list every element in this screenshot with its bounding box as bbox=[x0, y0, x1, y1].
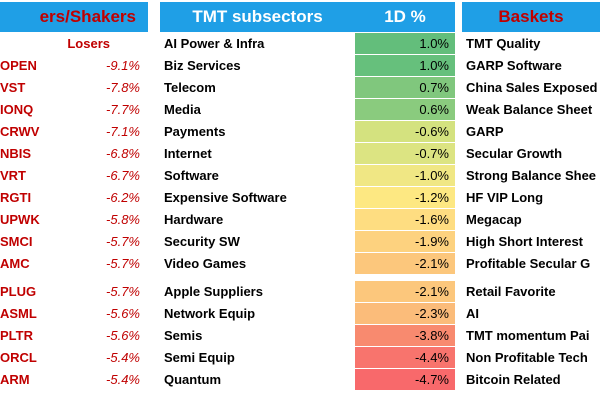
ticker: ORCL bbox=[0, 350, 37, 365]
subsector-change: -4.4% bbox=[355, 347, 455, 369]
ticker: ASML bbox=[0, 306, 37, 321]
change: -7.7% bbox=[106, 102, 140, 117]
subsector-change: 0.7% bbox=[355, 77, 455, 99]
change: -5.6% bbox=[106, 306, 140, 321]
subsector-change: 1.0% bbox=[355, 33, 455, 55]
subsector-name: Payments bbox=[164, 124, 226, 139]
change: -6.2% bbox=[106, 190, 140, 205]
ticker: AMC bbox=[0, 256, 30, 271]
ticker: OPEN bbox=[0, 58, 37, 73]
subsector-change: 0.6% bbox=[355, 99, 455, 121]
subsector-name: Semis bbox=[164, 328, 203, 343]
basket-name: HF VIP Long bbox=[466, 190, 544, 205]
subsector-name: Telecom bbox=[164, 80, 216, 95]
losers-label: Losers bbox=[67, 36, 110, 51]
basket-name: Megacap bbox=[466, 212, 522, 227]
subsector-change: -2.1% bbox=[355, 281, 455, 303]
basket-name: Weak Balance Sheet bbox=[466, 102, 593, 117]
ticker: UPWK bbox=[0, 212, 40, 227]
ticker: VRT bbox=[0, 168, 26, 183]
basket-name: Secular Growth bbox=[466, 146, 563, 161]
change: -5.6% bbox=[106, 328, 140, 343]
subsector-change: -1.0% bbox=[355, 165, 455, 187]
subsector-name: Biz Services bbox=[164, 58, 241, 73]
ticker: CRWV bbox=[0, 124, 40, 139]
subsector-name: Quantum bbox=[164, 372, 222, 387]
basket-name: GARP bbox=[466, 124, 504, 139]
change: -5.8% bbox=[106, 212, 140, 227]
ticker: VST bbox=[0, 80, 26, 95]
subsectors-title: TMT subsectors bbox=[160, 2, 355, 32]
basket-name: Retail Favorite bbox=[466, 284, 556, 299]
ticker: NBIS bbox=[0, 146, 32, 161]
subsector-change: 1.0% bbox=[355, 55, 455, 77]
change: -9.1% bbox=[106, 58, 140, 73]
change: -5.7% bbox=[106, 256, 140, 271]
basket-name: China Sales Exposed bbox=[466, 80, 598, 95]
basket-name: AI bbox=[466, 306, 479, 321]
subsector-change: -1.6% bbox=[355, 209, 455, 231]
subsector-change: -4.7% bbox=[355, 369, 455, 391]
change: -5.4% bbox=[106, 372, 140, 387]
ticker: SMCI bbox=[0, 234, 33, 249]
subsector-name: Software bbox=[164, 168, 219, 183]
change: -7.1% bbox=[106, 124, 140, 139]
subsector-name: Network Equip bbox=[164, 306, 256, 321]
ticker: ARM bbox=[0, 372, 30, 387]
subsector-name: Security SW bbox=[164, 234, 240, 249]
subsector-name: Apple Suppliers bbox=[164, 284, 263, 299]
subsector-name: AI Power & Infra bbox=[164, 36, 265, 51]
change: -6.8% bbox=[106, 146, 140, 161]
ticker: RGTI bbox=[0, 190, 32, 205]
ticker: PLUG bbox=[0, 284, 37, 299]
basket-name: TMT momentum Pai bbox=[466, 328, 590, 343]
subsector-name: Media bbox=[164, 102, 201, 117]
subsector-name: Expensive Software bbox=[164, 190, 287, 205]
change: -7.8% bbox=[106, 80, 140, 95]
subsector-name: Internet bbox=[164, 146, 212, 161]
subsector-change: -2.3% bbox=[355, 303, 455, 325]
basket-name: Bitcoin Related bbox=[466, 372, 561, 387]
subsector-change: -1.2% bbox=[355, 187, 455, 209]
subsector-name: Video Games bbox=[164, 256, 247, 271]
subsector-change: -0.7% bbox=[355, 143, 455, 165]
basket-name: Profitable Secular G bbox=[466, 256, 591, 271]
basket-name: TMT Quality bbox=[466, 36, 541, 51]
subsector-change: -3.8% bbox=[355, 325, 455, 347]
subsector-change: -0.6% bbox=[355, 121, 455, 143]
baskets-title: Baskets bbox=[462, 2, 600, 32]
movers-title: ers/Shakers bbox=[0, 2, 148, 32]
subsector-name: Semi Equip bbox=[164, 350, 235, 365]
change: -5.7% bbox=[106, 284, 140, 299]
subsector-name: Hardware bbox=[164, 212, 224, 227]
subsector-change: -2.1% bbox=[355, 253, 455, 275]
ticker: IONQ bbox=[0, 102, 34, 117]
basket-name: High Short Interest bbox=[466, 234, 584, 249]
subsector-change: -1.9% bbox=[355, 231, 455, 253]
change: -5.4% bbox=[106, 350, 140, 365]
basket-name: Non Profitable Tech bbox=[466, 350, 588, 365]
value-header: 1D % bbox=[355, 2, 455, 32]
basket-name: GARP Software bbox=[466, 58, 562, 73]
change: -6.7% bbox=[106, 168, 140, 183]
change: -5.7% bbox=[106, 234, 140, 249]
basket-name: Strong Balance Shee bbox=[466, 168, 597, 183]
ticker: PLTR bbox=[0, 328, 33, 343]
